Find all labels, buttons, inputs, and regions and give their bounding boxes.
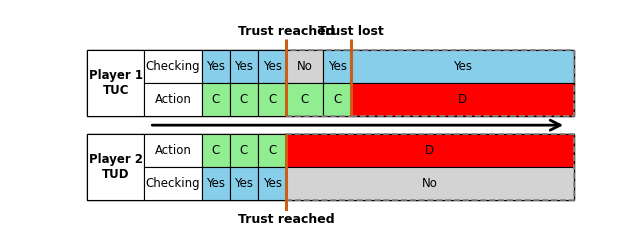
FancyBboxPatch shape — [351, 83, 573, 116]
FancyBboxPatch shape — [202, 83, 230, 116]
Text: Checking: Checking — [146, 177, 200, 190]
FancyBboxPatch shape — [286, 167, 573, 200]
FancyBboxPatch shape — [286, 134, 573, 167]
Text: Yes: Yes — [234, 60, 253, 73]
FancyBboxPatch shape — [202, 50, 230, 83]
Text: Trust reached: Trust reached — [238, 25, 335, 38]
Text: Player 1
TUC: Player 1 TUC — [89, 69, 143, 97]
FancyBboxPatch shape — [230, 134, 258, 167]
FancyBboxPatch shape — [286, 83, 323, 116]
Text: Action: Action — [155, 93, 191, 106]
Text: Yes: Yes — [262, 177, 282, 190]
Text: C: C — [212, 93, 220, 106]
FancyBboxPatch shape — [230, 50, 258, 83]
Text: C: C — [240, 93, 248, 106]
Text: Yes: Yes — [328, 60, 347, 73]
FancyBboxPatch shape — [323, 83, 351, 116]
FancyBboxPatch shape — [202, 134, 230, 167]
FancyBboxPatch shape — [230, 83, 258, 116]
FancyBboxPatch shape — [202, 167, 230, 200]
Text: Checking: Checking — [146, 60, 200, 73]
Text: C: C — [268, 93, 276, 106]
FancyBboxPatch shape — [286, 50, 323, 83]
FancyBboxPatch shape — [145, 134, 202, 167]
FancyBboxPatch shape — [258, 83, 286, 116]
Text: Yes: Yes — [262, 60, 282, 73]
Text: Yes: Yes — [206, 60, 225, 73]
FancyBboxPatch shape — [258, 134, 286, 167]
FancyBboxPatch shape — [351, 50, 573, 83]
FancyBboxPatch shape — [88, 134, 573, 200]
FancyBboxPatch shape — [145, 50, 202, 83]
FancyBboxPatch shape — [145, 167, 202, 200]
Text: Trust lost: Trust lost — [319, 25, 384, 38]
Text: Player 2
TUD: Player 2 TUD — [89, 153, 143, 181]
Text: C: C — [301, 93, 309, 106]
Text: C: C — [212, 144, 220, 157]
FancyBboxPatch shape — [88, 50, 573, 116]
Text: Trust reached: Trust reached — [238, 213, 335, 226]
Text: Action: Action — [155, 144, 191, 157]
Text: No: No — [422, 177, 438, 190]
Text: No: No — [297, 60, 313, 73]
FancyBboxPatch shape — [258, 50, 286, 83]
Text: D: D — [458, 93, 467, 106]
FancyBboxPatch shape — [88, 134, 145, 200]
FancyBboxPatch shape — [258, 167, 286, 200]
Text: Yes: Yes — [206, 177, 225, 190]
Text: Yes: Yes — [453, 60, 472, 73]
Text: Yes: Yes — [234, 177, 253, 190]
Text: C: C — [268, 144, 276, 157]
FancyBboxPatch shape — [323, 50, 351, 83]
Text: C: C — [333, 93, 341, 106]
FancyBboxPatch shape — [230, 167, 258, 200]
FancyBboxPatch shape — [145, 83, 202, 116]
Text: C: C — [240, 144, 248, 157]
Text: D: D — [426, 144, 435, 157]
FancyBboxPatch shape — [88, 50, 145, 116]
